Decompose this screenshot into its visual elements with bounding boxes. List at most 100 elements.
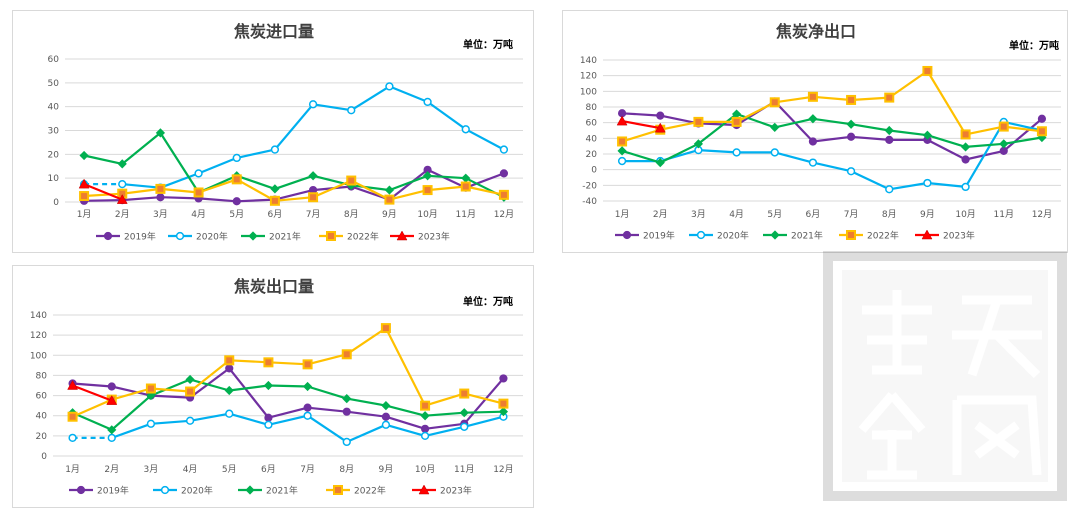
data-point [422,185,433,196]
y-tick-label: 140 [30,311,47,321]
data-point [499,374,508,383]
data-point [185,386,196,397]
data-point [460,181,471,192]
data-point [656,111,665,120]
legend-marker [326,231,336,241]
data-point [308,171,318,181]
data-point [460,422,469,431]
data-point [346,175,357,186]
y-tick-label: 40 [48,103,60,113]
x-tick-label: 12月 [494,209,514,220]
data-point [68,433,77,443]
data-point [185,374,195,385]
x-tick-label: 8月 [882,209,897,220]
data-point [263,357,274,368]
data-point [1037,114,1047,123]
series-line [621,69,1043,143]
x-tick-label: 2月 [115,209,130,220]
x-tick-label: 1月 [615,209,630,220]
y-tick-label: 40 [36,412,48,422]
series-line [72,367,505,430]
legend-marker [846,230,856,240]
data-point [303,403,312,412]
data-point [381,401,391,411]
data-point [341,349,352,360]
y-tick-label: 0 [53,198,59,208]
legend-marker [103,231,113,241]
data-point [384,185,395,195]
data-point [998,121,1009,132]
data-point [655,158,665,168]
legend-marker [175,231,185,241]
data-point [118,179,127,189]
data-point [107,433,116,443]
data-point [923,178,932,188]
unit-label: 单位：万吨 [463,295,513,308]
legend-marker [396,230,408,241]
data-point [225,364,234,373]
chart-title: 焦炭进口量 [233,22,314,41]
x-tick-label: 6月 [261,464,276,475]
data-point [107,382,116,391]
legend-marker [248,231,258,241]
x-tick-label: 9月 [379,464,394,475]
data-point [117,159,127,169]
chart-panel-coke-imports: 焦炭进口量 单位：万吨 0 10 20 30 40 50 60 1月 2月 3月 4月 5月 6月 7月 8月 9… [12,10,534,253]
data-point [770,148,779,157]
data-point [420,400,431,411]
data-point [999,139,1009,149]
data-point [232,153,241,163]
data-point [693,116,704,127]
legend-label: 2022年 [867,230,899,242]
data-point [961,155,970,164]
data-point [846,132,856,141]
data-point [885,135,894,144]
series-line [72,378,504,431]
data-point [67,411,78,422]
data-point [308,100,318,109]
data-point [302,381,313,392]
y-tick-label: 60 [586,119,598,129]
data-point [78,178,90,189]
data-point [420,411,430,421]
data-point [617,156,627,166]
chart-title: 焦炭净出口 [775,22,856,41]
y-tick-label: 120 [30,331,47,341]
data-point [342,437,351,447]
legend-label: 2019年 [97,485,129,497]
data-point [846,94,857,105]
x-tick-label: 1月 [77,209,92,220]
unit-label: 单位：万吨 [463,38,513,51]
data-point [302,359,313,370]
series-line [83,131,505,199]
legend-marker [76,485,86,495]
data-point [807,91,818,102]
x-tick-label: 7月 [300,464,315,475]
x-tick-label: 9月 [920,209,935,220]
data-point [808,158,818,167]
x-tick-label: 11月 [456,209,476,220]
x-tick-label: 11月 [994,209,1014,220]
series-line [622,120,1043,191]
x-tick-label: 10月 [955,209,975,220]
x-tick-label: 2月 [104,464,119,475]
data-point [79,150,89,161]
data-point [499,145,509,154]
y-tick-label: 50 [48,79,60,89]
data-point [193,187,204,198]
x-tick-label: 8月 [339,464,354,475]
series-line [84,178,505,202]
x-tick-label: 10月 [417,209,437,220]
y-tick-label: 80 [586,103,598,113]
data-point [884,92,895,103]
x-tick-label: 7月 [306,209,321,220]
legend-marker [418,484,430,495]
data-point [269,195,280,206]
data-point [146,419,156,428]
y-tick-label: 30 [48,127,60,137]
y-tick-label: 10 [48,174,60,184]
data-point [185,416,195,425]
x-tick-label: 4月 [191,209,206,220]
